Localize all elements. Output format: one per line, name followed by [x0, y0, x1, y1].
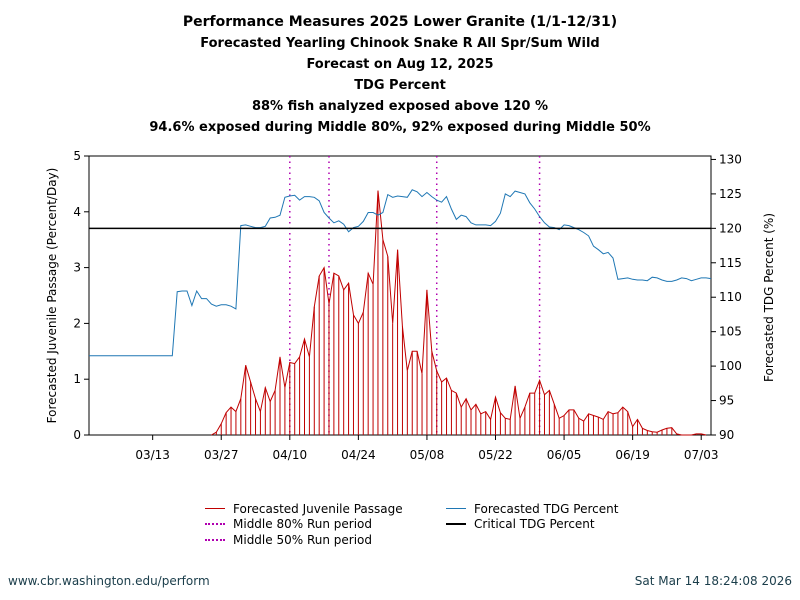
legend-left: Forecasted Juvenile Passage Middle 80% R… [205, 501, 403, 548]
y-right-tick-label: 100 [719, 359, 742, 373]
y-right-tick-label: 110 [719, 290, 742, 304]
x-tick-label: 05/22 [478, 448, 513, 462]
legend-label-passage: Forecasted Juvenile Passage [233, 501, 403, 516]
legend-item-critical: Critical TDG Percent [446, 517, 618, 533]
y-right-tick-label: 105 [719, 325, 742, 339]
y-right-axis-label: Forecasted TDG Percent (%) [762, 213, 776, 382]
footer-timestamp: Sat Mar 14 18:24:08 2026 [634, 574, 792, 588]
x-tick-label: 04/10 [273, 448, 308, 462]
legend-label-mid80: Middle 80% Run period [233, 517, 372, 532]
y-left-axis-label: Forecasted Juvenile Passage (Percent/Day… [45, 168, 59, 424]
x-tick-label: 03/13 [135, 448, 170, 462]
y-left-tick-label: 2 [73, 316, 81, 330]
legend-item-mid50: Middle 50% Run period [205, 532, 403, 548]
y-left-tick-label: 1 [73, 372, 81, 386]
legend-item-passage: Forecasted Juvenile Passage [205, 501, 403, 517]
y-right-tick-label: 95 [719, 394, 734, 408]
legend-swatch-passage [205, 508, 225, 510]
x-tick-label: 06/19 [615, 448, 650, 462]
y-left-tick-label: 0 [73, 428, 81, 442]
y-right-tick-label: 90 [719, 428, 734, 442]
passage-series-line [211, 190, 707, 436]
chart-title: Performance Measures 2025 Lower Granite … [182, 14, 618, 30]
y-right-tick-label: 130 [719, 152, 742, 166]
y-right-tick-label: 125 [719, 187, 742, 201]
legend-right: Forecasted TDG Percent Critical TDG Perc… [446, 501, 618, 532]
y-left-tick-label: 3 [73, 261, 81, 275]
chart-subtitle-forecast-date: Forecast on Aug 12, 2025 [306, 57, 494, 72]
legend-swatch-mid80 [205, 523, 225, 526]
title-block: Performance Measures 2025 Lower Granite … [0, 12, 800, 138]
legend-swatch-mid50 [205, 538, 225, 541]
legend-label-tdg: Forecasted TDG Percent [474, 501, 619, 516]
y-right-tick-label: 120 [719, 221, 742, 235]
footer-url[interactable]: www.cbr.washington.edu/perform [8, 574, 210, 588]
chart-subtitle-species: Forecasted Yearling Chinook Snake R All … [200, 36, 600, 51]
plot-frame [88, 155, 712, 436]
x-tick-label: 06/05 [547, 448, 582, 462]
chart-subtitle-exposure: 88% fish analyzed exposed above 120 % [251, 99, 549, 114]
y-left-tick-label: 4 [73, 205, 81, 219]
legend-swatch-critical [446, 523, 466, 526]
legend-item-tdg: Forecasted TDG Percent [446, 501, 618, 517]
y-left-tick-label: 5 [73, 149, 81, 163]
y-right-tick-label: 115 [719, 256, 742, 270]
x-tick-label: 07/03 [684, 448, 719, 462]
legend-item-mid80: Middle 80% Run period [205, 517, 403, 533]
tdg-series-line [89, 189, 712, 357]
x-tick-label: 03/27 [204, 448, 239, 462]
legend-label-mid50: Middle 50% Run period [233, 532, 372, 547]
chart-subtitle-metric: TDG Percent [354, 78, 446, 93]
x-tick-label: 05/08 [410, 448, 445, 462]
legend-label-critical: Critical TDG Percent [474, 517, 595, 532]
x-tick-label: 04/24 [341, 448, 376, 462]
chart-subtitle-exposure-middle: 94.6% exposed during Middle 80%, 92% exp… [149, 120, 651, 135]
legend-swatch-tdg [446, 508, 466, 510]
